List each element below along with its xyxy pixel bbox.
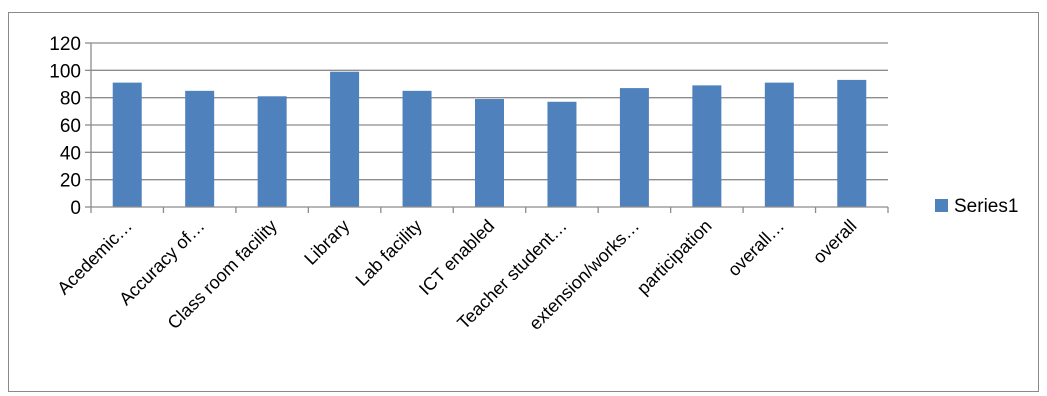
x-tick-label: overall… — [724, 216, 788, 280]
bar-10 — [837, 79, 867, 207]
y-tick-label: 40 — [60, 143, 81, 164]
gridlines — [91, 42, 888, 181]
legend-swatch-series1 — [935, 199, 948, 212]
bar-5 — [475, 99, 504, 207]
bar-2 — [257, 96, 287, 207]
y-tick-label: 100 — [49, 61, 81, 82]
y-axis: 0 20 40 60 80 100 120 — [49, 34, 92, 219]
bar-8 — [692, 85, 722, 207]
y-tick-label: 80 — [60, 89, 81, 110]
bar-3 — [330, 71, 360, 207]
x-tick-label: Library — [300, 216, 353, 269]
bars — [112, 71, 867, 207]
y-tick-label: 60 — [60, 116, 81, 137]
bar-4 — [402, 90, 432, 207]
bar-7 — [619, 88, 649, 207]
x-axis: Acedemic…Accuracy of…Class room facility… — [53, 206, 889, 334]
y-tick-label: 120 — [49, 34, 81, 55]
bar-1 — [185, 90, 215, 207]
legend: Series1 — [935, 196, 1018, 217]
chart-frame — [8, 12, 1039, 392]
bar-0 — [112, 82, 142, 207]
bar-9 — [764, 82, 794, 207]
bar-6 — [547, 101, 577, 207]
y-tick-label: 0 — [70, 198, 81, 219]
x-tick-label: overall — [809, 216, 861, 268]
x-tick-label: Lab facility — [352, 216, 426, 290]
x-tick-label: participation — [633, 216, 716, 299]
legend-label-series1: Series1 — [954, 196, 1018, 217]
y-tick-label: 20 — [60, 171, 81, 192]
